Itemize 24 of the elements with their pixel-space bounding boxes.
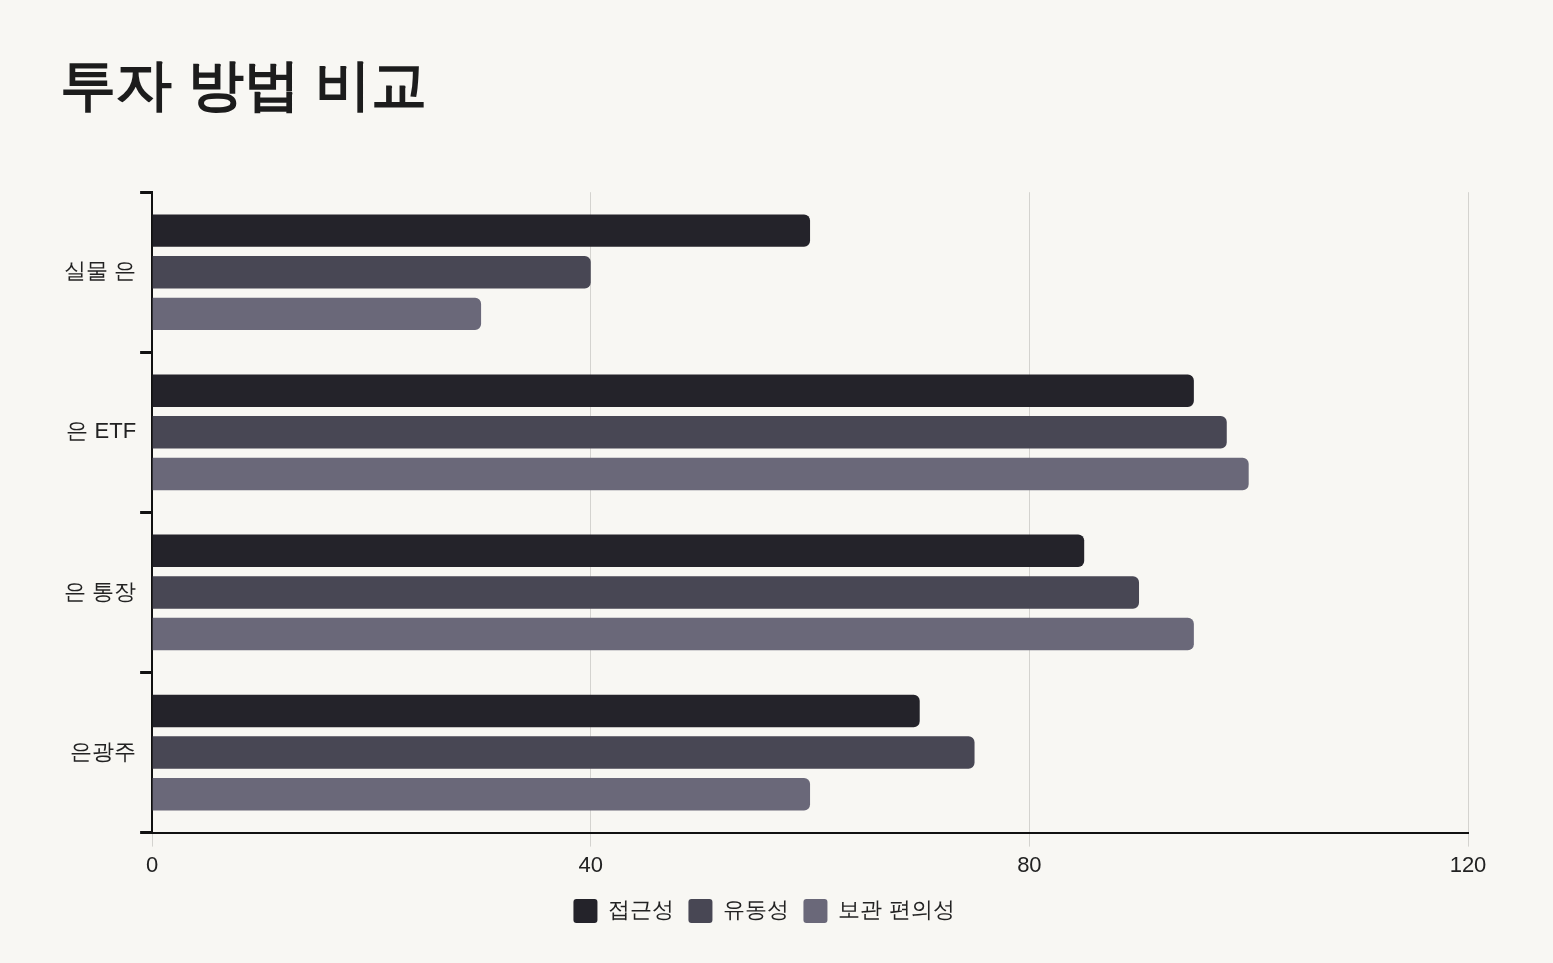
y-tick-label: 실물 은 xyxy=(63,258,137,284)
x-tick-label: 80 xyxy=(1017,851,1042,877)
x-tick-label: 120 xyxy=(1449,851,1487,877)
legend-label: 유동성 xyxy=(723,897,790,923)
y-tick-label: 은 ETF xyxy=(66,418,137,444)
bar xyxy=(152,694,920,728)
bar xyxy=(152,416,1227,449)
x-tick-label: 0 xyxy=(145,851,159,877)
bar xyxy=(152,736,975,769)
bar xyxy=(152,576,1140,609)
bar xyxy=(152,256,591,289)
chart-title: 투자 방법 비교 xyxy=(60,53,428,117)
legend-label: 보관 편의성 xyxy=(838,897,955,923)
bar xyxy=(152,617,1194,651)
bar xyxy=(152,777,811,811)
bar xyxy=(152,214,811,247)
bar xyxy=(152,457,1249,491)
bar xyxy=(152,534,1085,568)
bar xyxy=(152,297,482,331)
y-tick-label: 은광주 xyxy=(70,738,137,764)
x-tick-label: 40 xyxy=(578,851,603,877)
legend-label: 접근성 xyxy=(608,897,675,923)
bar xyxy=(152,374,1194,407)
y-tick-label: 은 통장 xyxy=(63,578,137,604)
